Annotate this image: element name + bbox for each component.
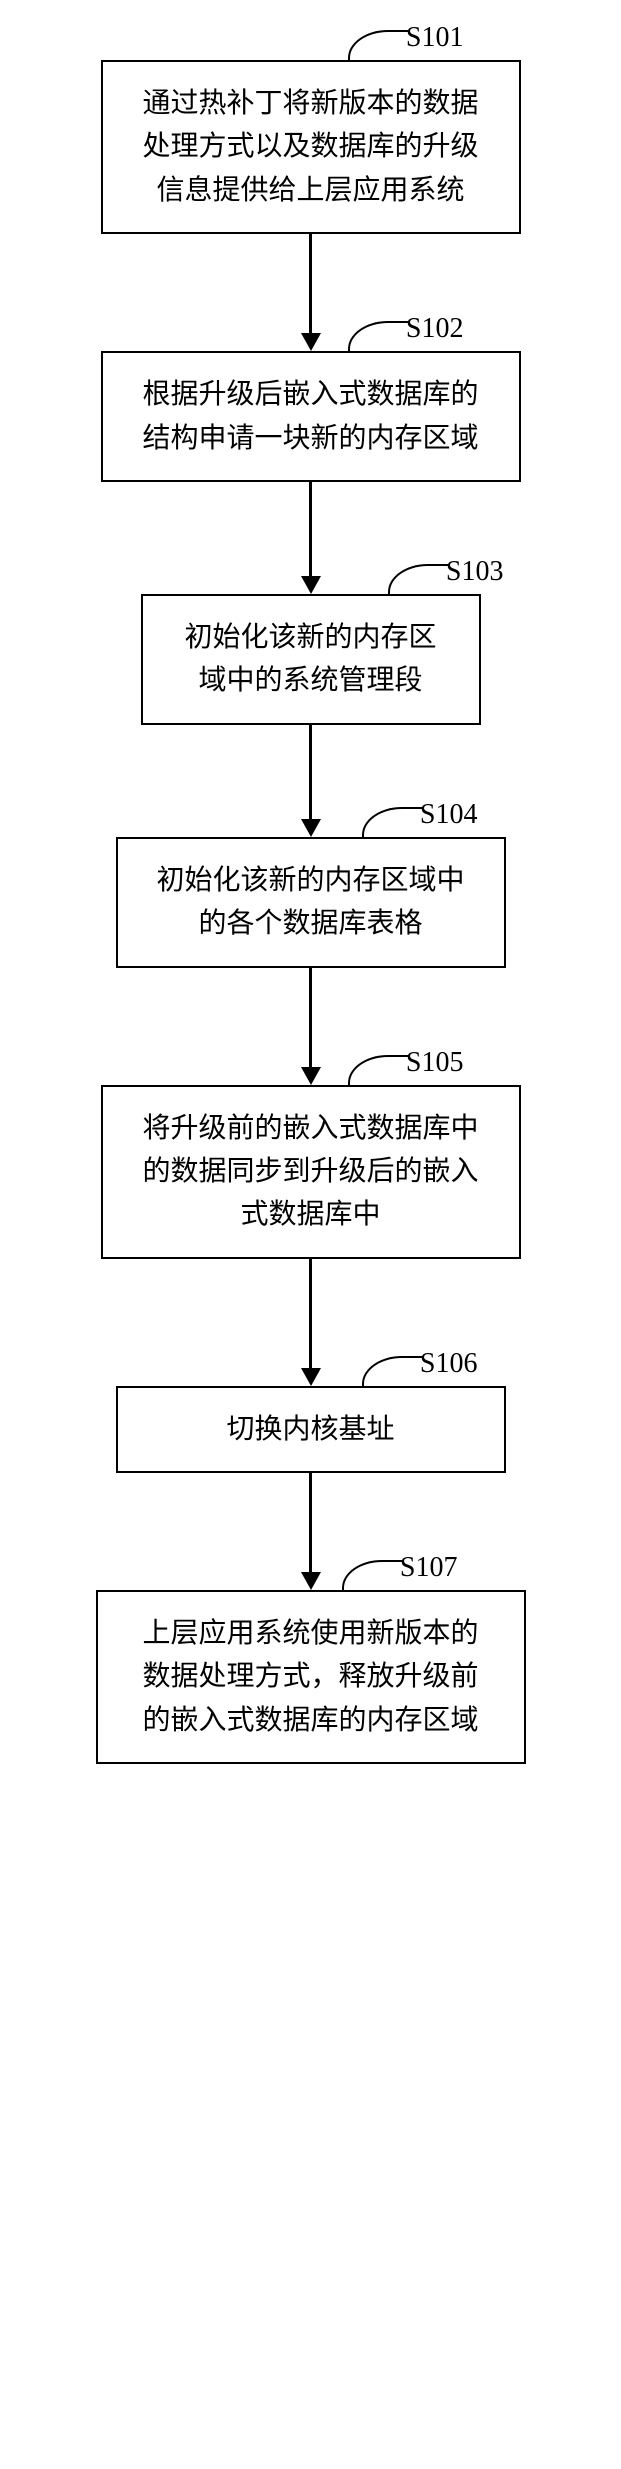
arrow xyxy=(96,1473,526,1590)
flow-step: S106切换内核基址 xyxy=(96,1386,526,1473)
step-label: S107 xyxy=(400,1552,458,1584)
arrow-shaft xyxy=(309,1259,312,1369)
arrow-head-icon xyxy=(301,1067,321,1085)
flow-step: S103初始化该新的内存区域中的系统管理段 xyxy=(96,594,526,725)
arrow-head-icon xyxy=(301,576,321,594)
flow-step: S102根据升级后嵌入式数据库的结构申请一块新的内存区域 xyxy=(96,351,526,482)
step-label: S101 xyxy=(406,22,464,54)
arrow-head-icon xyxy=(301,1572,321,1590)
step-label: S105 xyxy=(406,1047,464,1079)
step-label: S103 xyxy=(446,556,504,588)
step-label: S106 xyxy=(420,1348,478,1380)
step-label: S102 xyxy=(406,313,464,345)
arrow-head-icon xyxy=(301,333,321,351)
arrow-shaft xyxy=(309,1473,312,1573)
flowchart: S101通过热补丁将新版本的数据处理方式以及数据库的升级信息提供给上层应用系统 S… xyxy=(96,60,526,1764)
flow-step: S104初始化该新的内存区域中的各个数据库表格 xyxy=(96,837,526,968)
step-box: 根据升级后嵌入式数据库的结构申请一块新的内存区域 xyxy=(101,351,521,482)
step-box: 初始化该新的内存区域中的系统管理段 xyxy=(141,594,481,725)
label-connector xyxy=(348,30,408,60)
arrow-head-icon xyxy=(301,819,321,837)
flow-step: S101通过热补丁将新版本的数据处理方式以及数据库的升级信息提供给上层应用系统 xyxy=(96,60,526,234)
arrow-shaft xyxy=(309,482,312,577)
arrow-shaft xyxy=(309,968,312,1068)
step-box: 切换内核基址 xyxy=(116,1386,506,1473)
step-label: S104 xyxy=(420,799,478,831)
step-box: 将升级前的嵌入式数据库中的数据同步到升级后的嵌入式数据库中 xyxy=(101,1085,521,1259)
flow-step: S107上层应用系统使用新版本的数据处理方式，释放升级前的嵌入式数据库的内存区域 xyxy=(96,1590,526,1764)
step-box: 初始化该新的内存区域中的各个数据库表格 xyxy=(116,837,506,968)
flow-step: S105将升级前的嵌入式数据库中的数据同步到升级后的嵌入式数据库中 xyxy=(96,1085,526,1259)
arrow-head-icon xyxy=(301,1368,321,1386)
arrow-shaft xyxy=(309,234,312,334)
step-box: 上层应用系统使用新版本的数据处理方式，释放升级前的嵌入式数据库的内存区域 xyxy=(96,1590,526,1764)
step-box: 通过热补丁将新版本的数据处理方式以及数据库的升级信息提供给上层应用系统 xyxy=(101,60,521,234)
arrow-shaft xyxy=(309,725,312,820)
